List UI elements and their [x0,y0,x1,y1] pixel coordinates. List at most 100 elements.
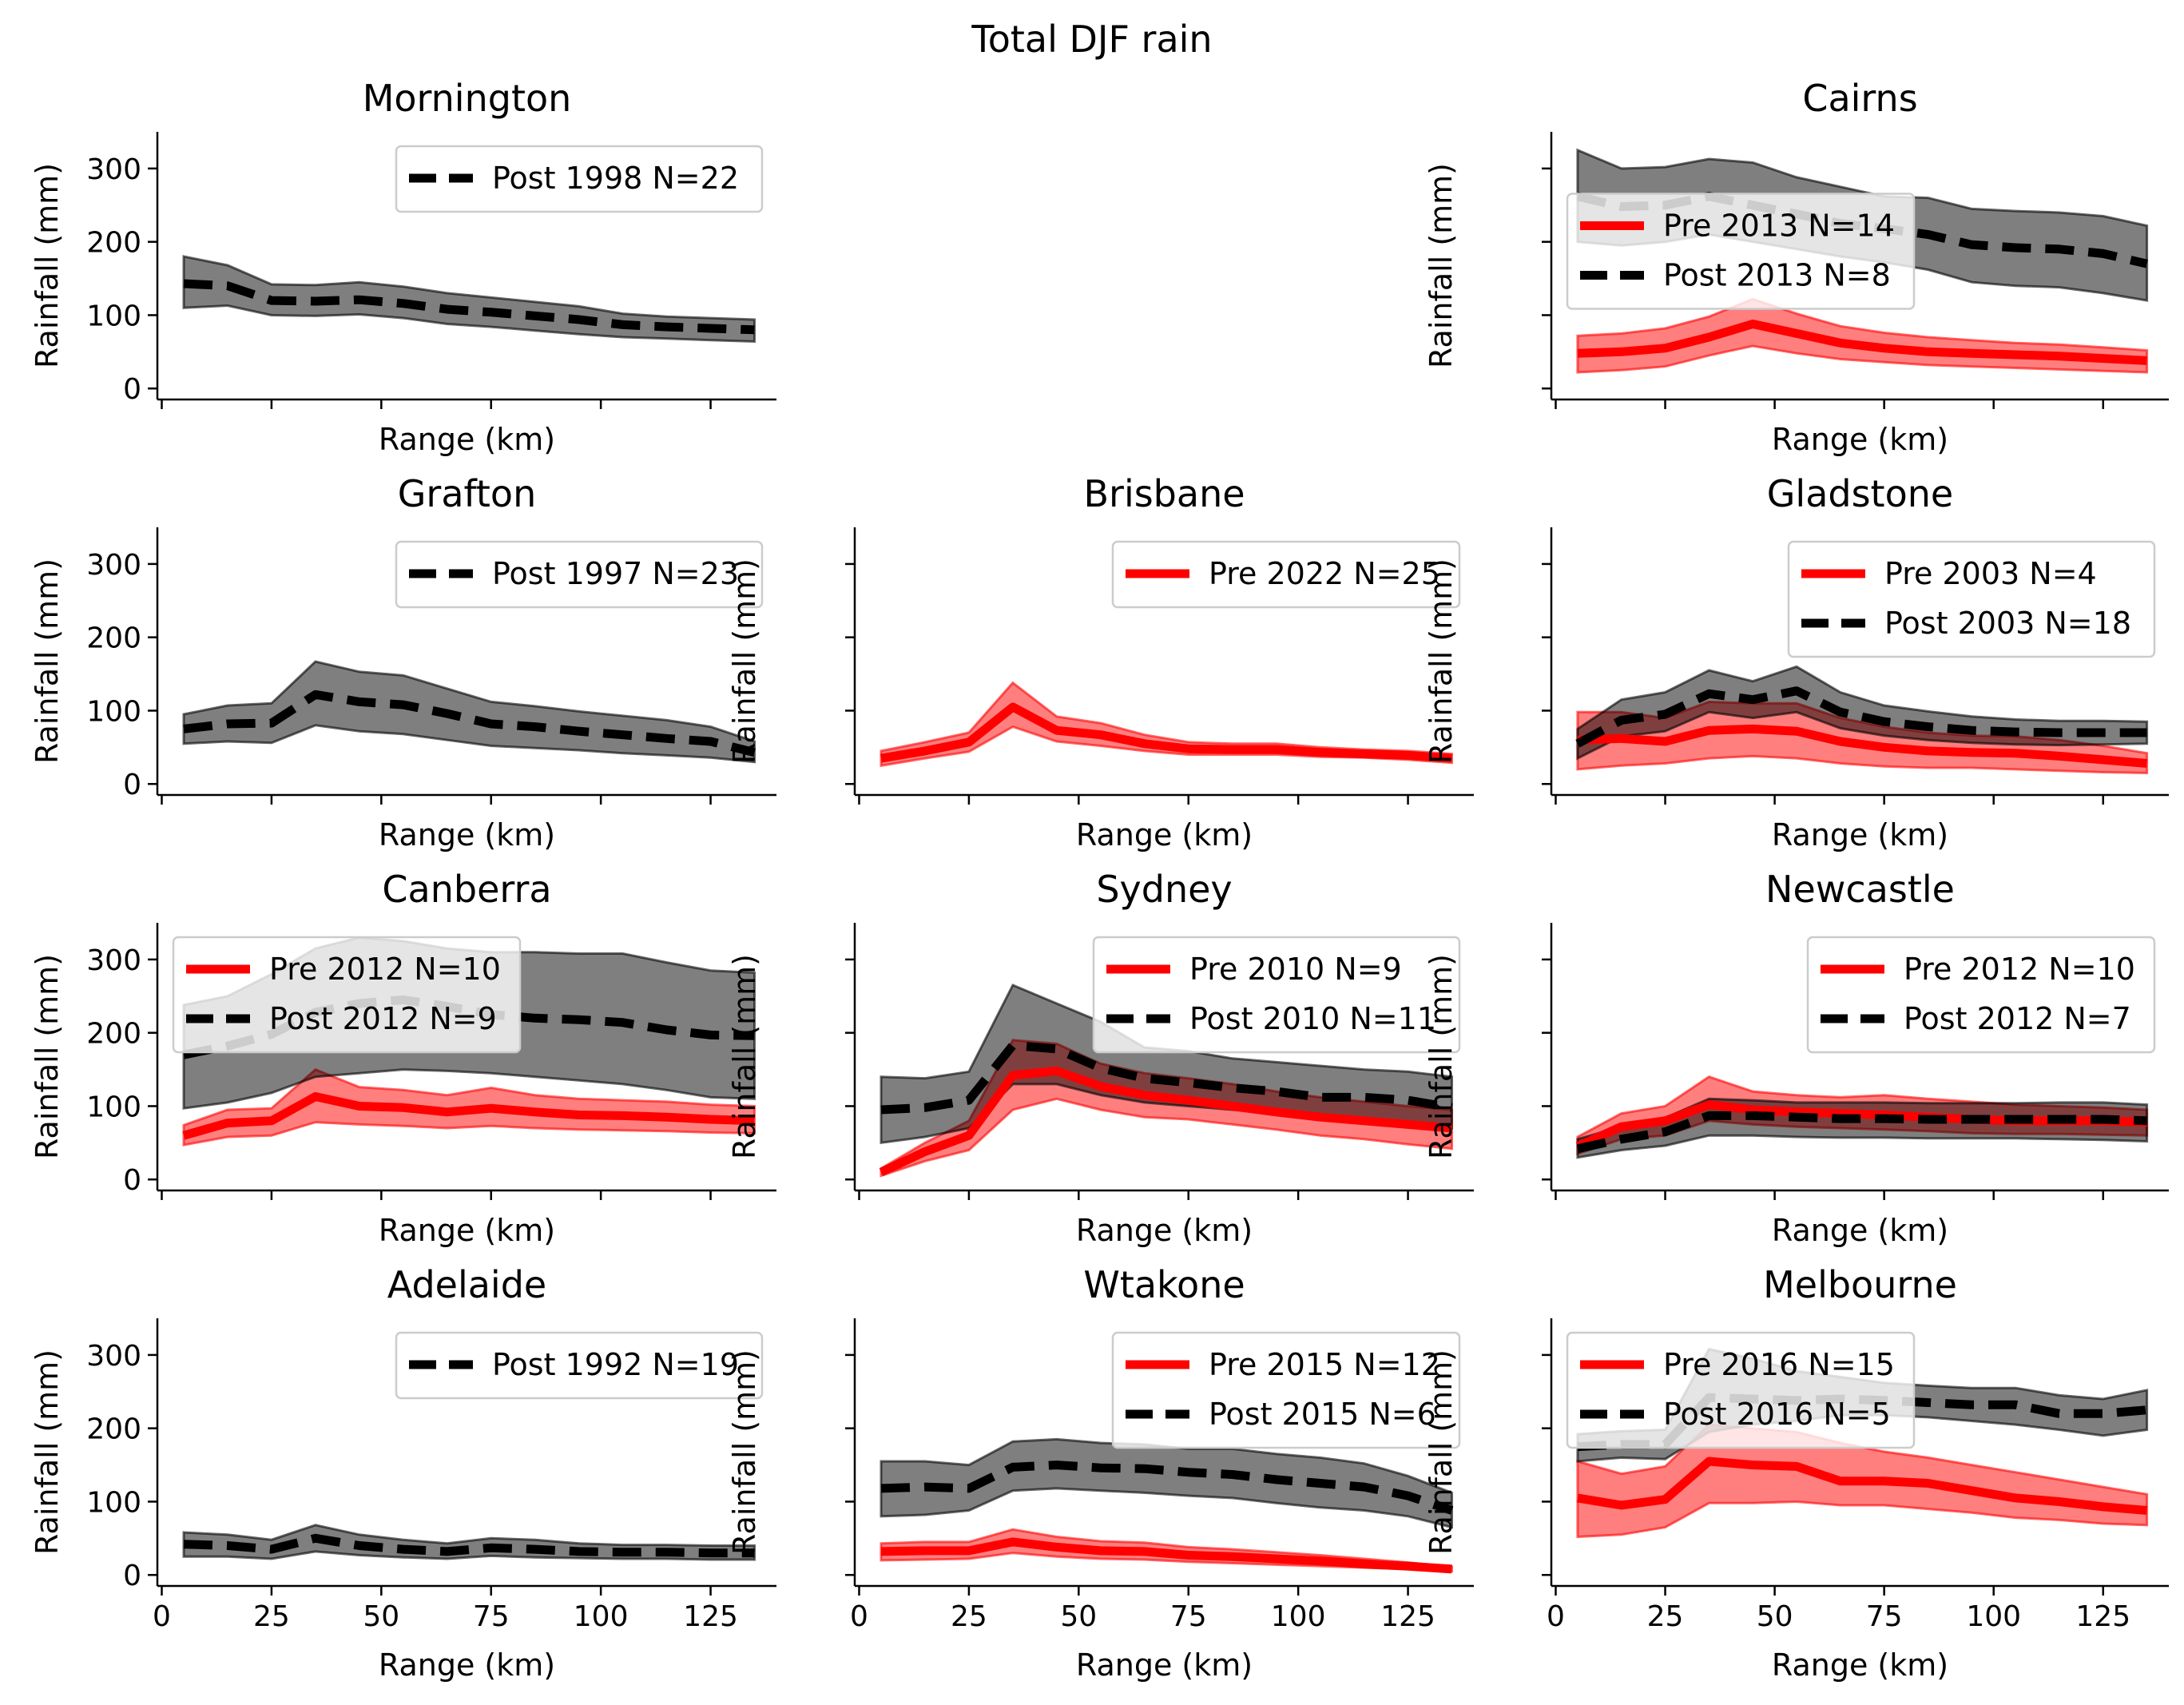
x-axis-label: Range (km) [379,1213,555,1248]
y-axis-label: Rainfall (mm) [30,954,65,1159]
y-tick-label: 100 [86,300,141,332]
x-axis-label: Range (km) [1772,422,1948,457]
panels-container: Mornington 0 100 200 300 Range (km) Rainfall (… [30,77,2169,1683]
legend-label: Pre 2013 N=14 [1663,209,1895,244]
y-tick-label: 300 [86,549,141,582]
legend-label: Post 2015 N=6 [1209,1397,1436,1432]
panel-newcastle: Newcastle Range (km) Rainfall (mm) Pre 2012… [1424,868,2169,1248]
x-tick-label: 125 [2075,1600,2130,1633]
line-pre-sydney [879,1066,1452,1177]
y-axis-label: Rainfall (mm) [727,954,762,1159]
legend-box [1111,540,1461,609]
line-post-wtakone [880,1461,1454,1515]
x-axis-label: Range (km) [1076,1647,1253,1683]
legend-box [1566,193,1916,310]
panel-grafton: Grafton 0 100 200 300 Range (km) Rainfall (mm)… [30,472,776,852]
legend-adelaide: Post 1992 N=19 [395,1331,764,1400]
x-axis-label: Range (km) [379,817,555,852]
legend-brisbane: Pre 2022 N=25 [1111,540,1461,609]
panel-canberra: Canberra 0 100 200 300 Range (km) Rainfall (mm… [30,868,776,1248]
x-axis-label: Range (km) [379,1647,555,1683]
y-tick-label: 200 [86,227,141,260]
x-tick-label: 75 [1170,1600,1207,1633]
band-post-grafton [182,660,756,764]
y-tick-label: 300 [86,944,141,977]
x-tick-label: 0 [850,1600,868,1633]
legend-label: Pre 2012 N=10 [1904,952,2135,987]
x-tick-label: 0 [1547,1600,1565,1633]
x-tick-label: 125 [1380,1600,1435,1633]
panel-title: Sydney [1096,868,1232,911]
band-pre-brisbane [880,681,1453,768]
legend-label: Post 2012 N=7 [1904,1001,2131,1036]
y-axis-label: Rainfall (mm) [30,163,65,368]
legend-label: Pre 2010 N=9 [1189,952,1402,987]
legend-gladstone: Pre 2003 N=4 Post 2003 N=18 [1787,540,2156,658]
line-post-gladstone [1575,686,2147,748]
legend-label: Post 2016 N=5 [1663,1397,1891,1432]
x-tick-label: 25 [253,1600,290,1633]
line-pre-wtakone [880,1537,1452,1574]
line-pre-brisbane [880,702,1452,763]
legend-label: Pre 2003 N=4 [1884,556,2097,591]
panel-title: Gladstone [1767,472,1953,515]
x-axis-label: Range (km) [379,422,555,457]
legend-label: Pre 2012 N=10 [269,952,501,987]
line-pre-melbourne [1576,1457,2148,1515]
y-tick-label: 0 [123,373,141,406]
line-pre-cairns [1577,320,2147,365]
x-tick-label: 50 [363,1600,399,1633]
x-tick-label: 100 [1966,1600,2021,1633]
y-tick-label: 0 [123,1164,141,1197]
band-post-adelaide [182,1524,756,1561]
band-pre-cairns [1576,297,2149,374]
legend-label: Pre 2022 N=25 [1209,556,1440,591]
legend-box [395,145,764,213]
line-post-mornington [183,279,755,335]
x-axis-label: Range (km) [1772,1647,1948,1683]
legend-label: Post 2012 N=9 [269,1001,497,1036]
legend-grafton: Post 1997 N=23 [395,540,764,609]
panel-title: Melbourne [1763,1263,1957,1306]
y-axis-label: Rainfall (mm) [1424,954,1459,1159]
y-tick-label: 300 [86,153,141,186]
x-axis-label: Range (km) [1076,817,1253,852]
panel-mornington: Mornington 0 100 200 300 Range (km) Rainfall (… [30,77,776,457]
panel-title: Brisbane [1083,472,1245,515]
legend-box [1566,1331,1916,1449]
y-axis-label: Rainfall (mm) [30,558,65,764]
legend-label: Pre 2016 N=15 [1663,1347,1895,1382]
y-tick-label: 200 [86,1413,141,1446]
panel-melbourne: Melbourne 0 25 50 75 100 125 Range (km) Rainfall… [1424,1263,2169,1683]
panel-cairns: Cairns Range (km) Rainfall (mm) Pre 2013 N=… [1424,77,2169,457]
line-post-newcastle [1576,1111,2147,1154]
x-tick-label: 100 [574,1600,629,1633]
legend-label: Post 2010 N=11 [1189,1001,1436,1036]
legend-box [395,1331,764,1400]
x-axis-label: Range (km) [1772,817,1948,852]
x-tick-label: 125 [683,1600,738,1633]
panel-title: Adelaide [387,1263,546,1306]
panel-title: Mornington [363,77,572,120]
panel-title: Cairns [1802,77,1917,120]
panel-gladstone: Gladstone Range (km) Rainfall (mm) Pre 2003… [1424,472,2169,852]
y-tick-label: 200 [86,622,141,655]
legend-melbourne: Pre 2016 N=15 Post 2016 N=5 [1566,1331,1916,1449]
legend-label: Post 1992 N=19 [492,1347,739,1382]
legend-newcastle: Pre 2012 N=10 Post 2012 N=7 [1806,936,2156,1054]
x-axis-label: Range (km) [1772,1213,1948,1248]
panel-title: Newcastle [1765,868,1955,911]
legend-label: Post 1998 N=22 [492,161,739,196]
y-axis-label: Rainfall (mm) [1424,1349,1459,1555]
legend-cairns: Pre 2013 N=14 Post 2013 N=8 [1566,193,1916,310]
figure-title: Total DJF rain [971,18,1212,61]
legend-box [1806,936,2156,1054]
legend-box [395,540,764,609]
x-tick-label: 100 [1271,1600,1326,1633]
legend-canberra: Pre 2012 N=10 Post 2012 N=9 [172,936,522,1054]
panel-title: Canberra [382,868,551,911]
y-axis-label: Rainfall (mm) [727,1349,762,1555]
line-pre-canberra [182,1092,755,1140]
y-tick-label: 300 [86,1340,141,1373]
